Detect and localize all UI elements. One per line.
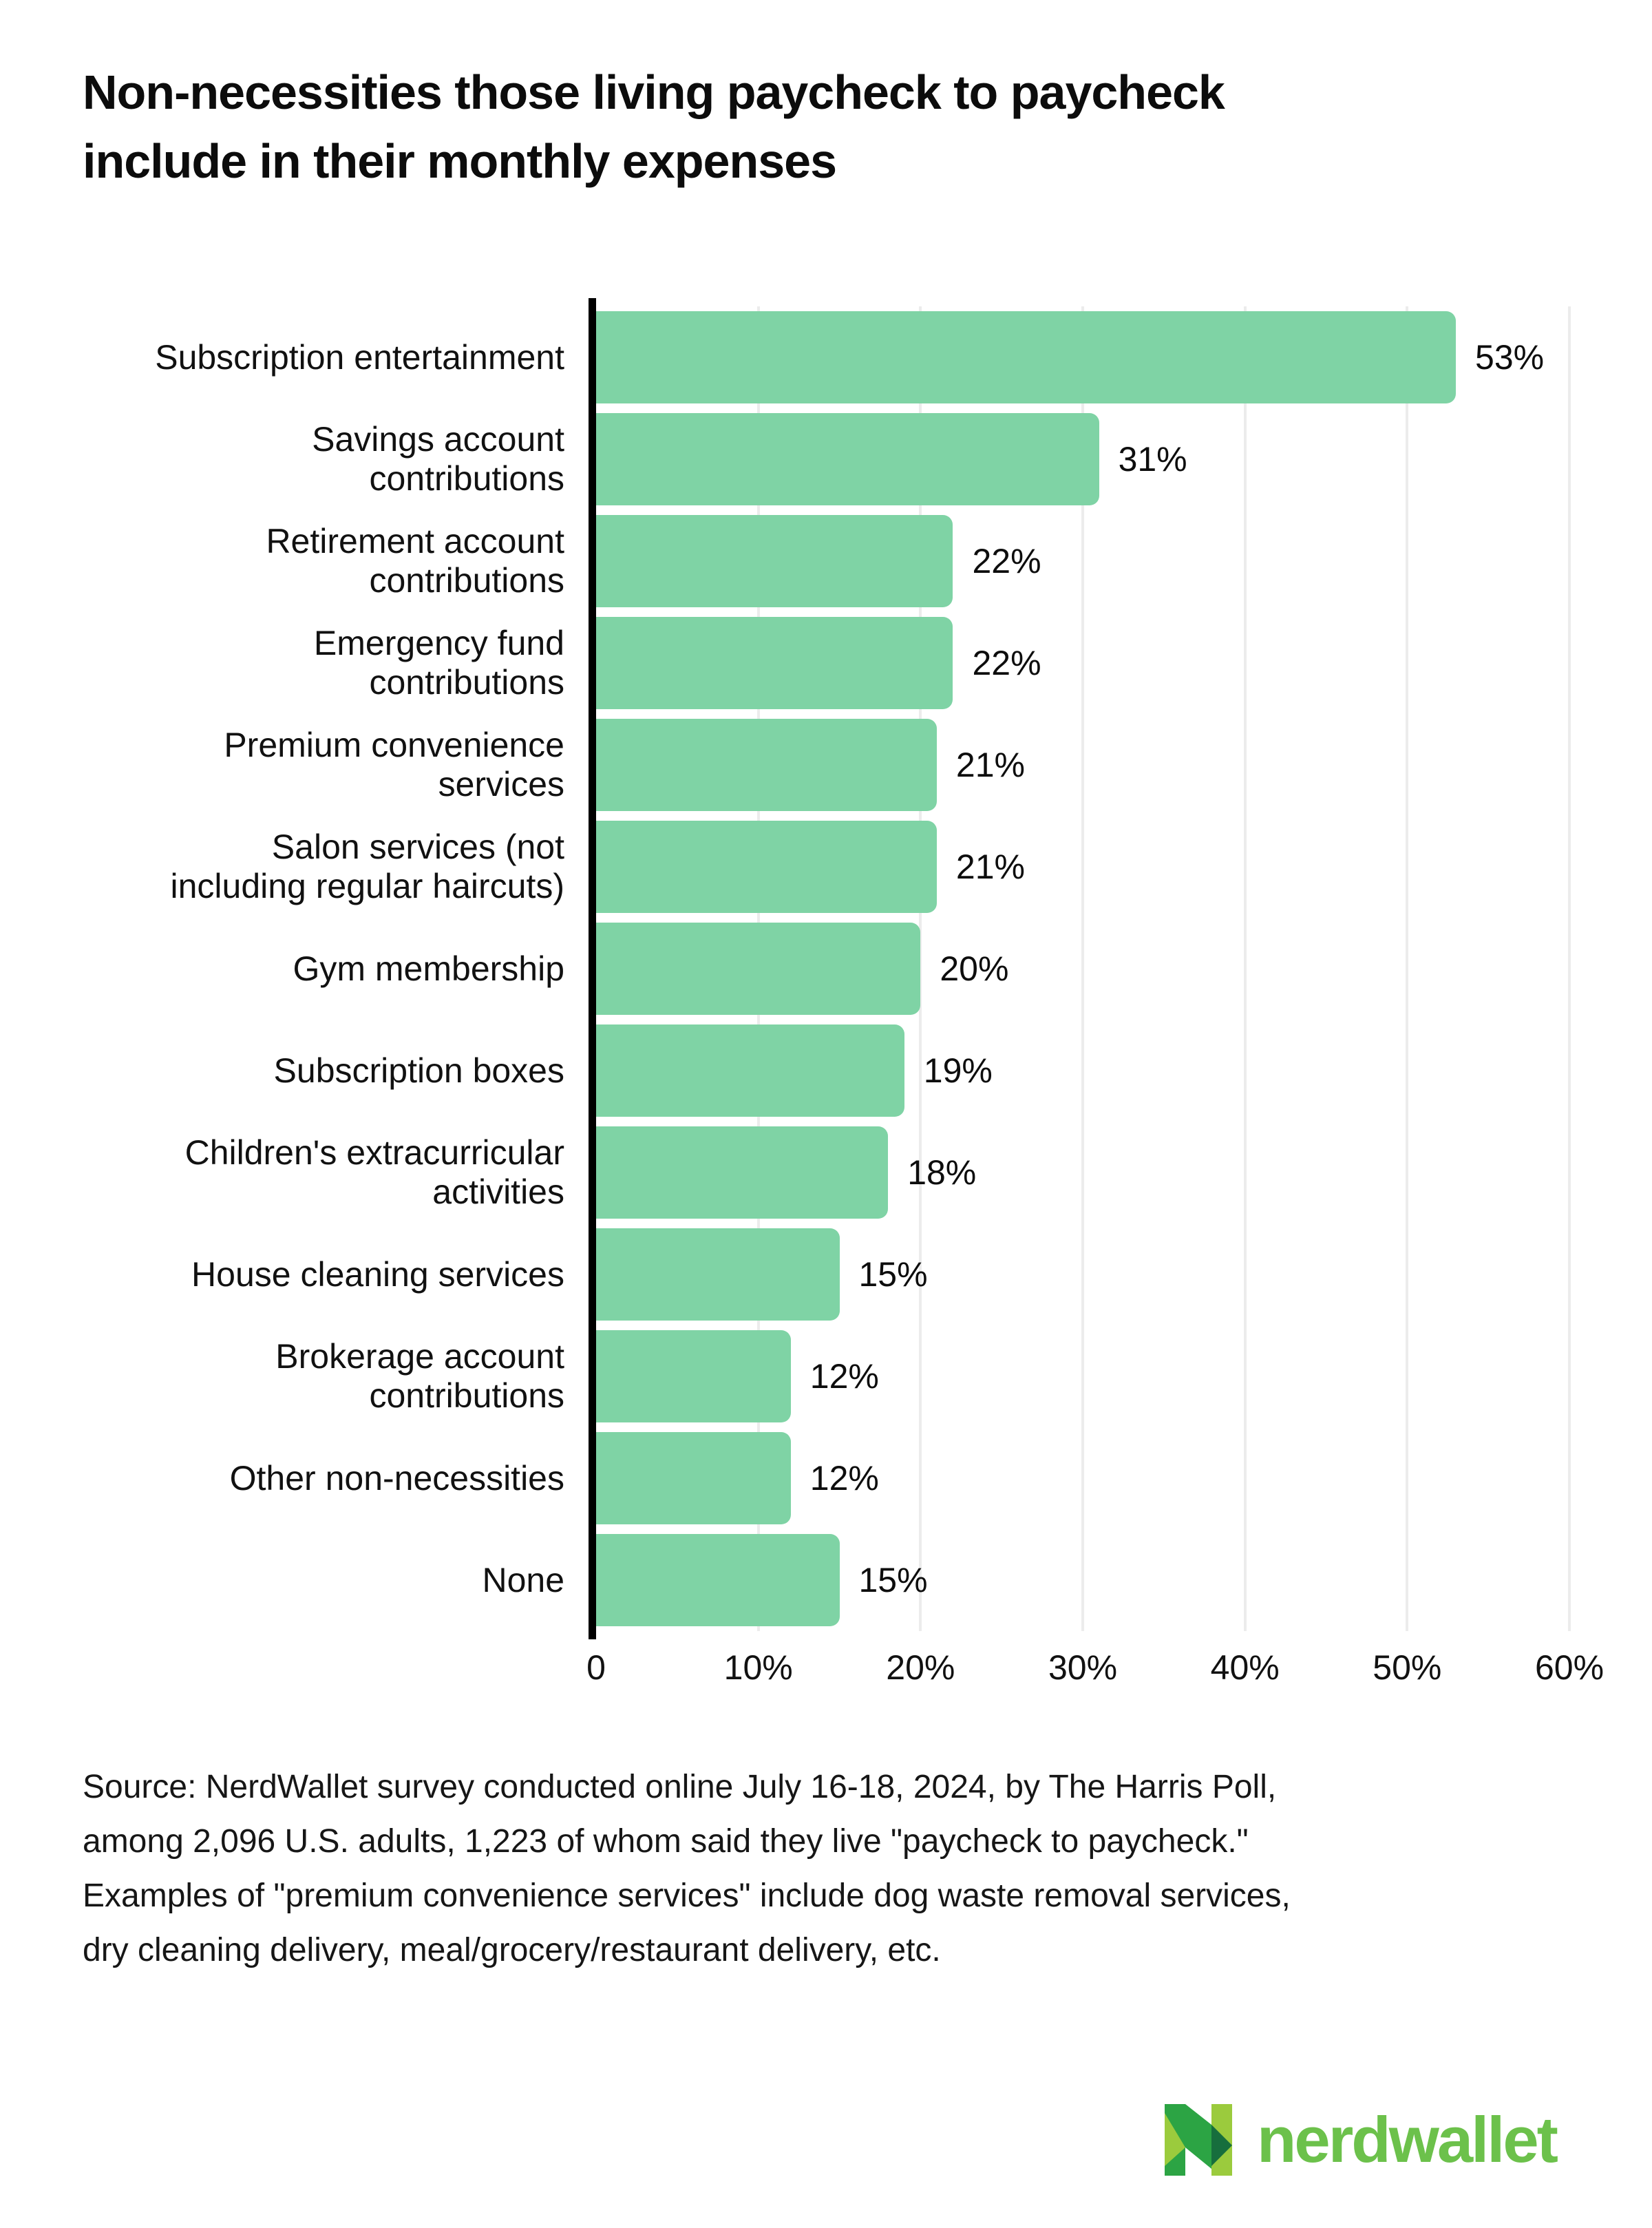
page-title-line-2: include in their monthly expenses bbox=[83, 134, 837, 189]
chart-rows: Subscription entertainment 53% Savings a… bbox=[83, 298, 1571, 1639]
bar-row: Subscription boxes 19% bbox=[83, 1020, 1569, 1122]
bar-row: Premium convenience services 21% bbox=[83, 714, 1569, 816]
bar bbox=[596, 413, 1099, 505]
source-line: among 2,096 U.S. adults, 1,223 of whom s… bbox=[83, 1823, 1249, 1860]
x-tick-label: 20% bbox=[886, 1648, 955, 1687]
value-label: 19% bbox=[923, 1051, 993, 1090]
y-axis-line bbox=[589, 298, 596, 1639]
source-line: dry cleaning delivery, meal/grocery/rest… bbox=[83, 1932, 941, 1968]
bar-row: Gym membership 20% bbox=[83, 918, 1569, 1020]
category-label: Subscription boxes bbox=[273, 1051, 564, 1090]
bar bbox=[596, 719, 937, 811]
value-label: 12% bbox=[809, 1357, 879, 1396]
bar bbox=[596, 1330, 791, 1422]
page-title: Non-necessities those living paycheck to… bbox=[83, 58, 1569, 196]
x-tick-label: 10% bbox=[723, 1648, 793, 1687]
x-tick-label: 50% bbox=[1373, 1648, 1442, 1687]
x-tick-label: 40% bbox=[1210, 1648, 1280, 1687]
category-label: Other non-necessities bbox=[229, 1458, 564, 1497]
bar-chart: Subscription entertainment 53% Savings a… bbox=[83, 298, 1604, 1689]
bar bbox=[596, 1432, 791, 1524]
value-label: 53% bbox=[1475, 338, 1545, 377]
bar-row: Emergency fund contributions 22% bbox=[83, 612, 1569, 714]
bar bbox=[596, 1024, 904, 1117]
nerdwallet-logo-icon bbox=[1165, 2104, 1232, 2176]
source-line: Source: NerdWallet survey conducted onli… bbox=[83, 1769, 1277, 1805]
x-tick-label: 60% bbox=[1534, 1648, 1605, 1687]
bar bbox=[596, 515, 953, 607]
x-tick-label: 30% bbox=[1048, 1648, 1118, 1687]
category-label: Gym membership bbox=[293, 949, 564, 988]
category-label: Emergency fund contributions bbox=[313, 624, 564, 702]
bar-row: Retirement account contributions 22% bbox=[83, 510, 1569, 612]
bar-row: Other non-necessities 12% bbox=[83, 1427, 1569, 1529]
value-label: 22% bbox=[972, 542, 1041, 580]
value-label: 15% bbox=[858, 1255, 928, 1294]
value-label: 18% bbox=[907, 1153, 977, 1192]
category-label: Subscription entertainment bbox=[155, 337, 564, 377]
category-label: Brokerage account contributions bbox=[275, 1337, 564, 1415]
value-label: 21% bbox=[955, 746, 1025, 784]
bar bbox=[596, 821, 937, 913]
category-label: House cleaning services bbox=[191, 1254, 564, 1294]
page-title-line-1: Non-necessities those living paycheck to… bbox=[83, 65, 1225, 119]
bar bbox=[596, 311, 1457, 403]
bar-row: House cleaning services 15% bbox=[83, 1223, 1569, 1325]
category-label: Children's extracurricular activities bbox=[184, 1133, 564, 1211]
category-label: Savings account contributions bbox=[312, 420, 564, 498]
bar-row: None 15% bbox=[83, 1529, 1569, 1631]
x-axis: 0 10% 20% 30% 40% 50% 60% bbox=[83, 1638, 1604, 1689]
value-label: 15% bbox=[858, 1561, 928, 1599]
nerdwallet-logo: nerdwallet bbox=[1165, 2103, 1558, 2176]
value-label: 21% bbox=[955, 848, 1025, 886]
bar-row: Subscription entertainment 53% bbox=[83, 306, 1569, 408]
bar-row: Brokerage account contributions 12% bbox=[83, 1325, 1569, 1427]
bar bbox=[596, 617, 953, 709]
source-note: Source: NerdWallet survey conducted onli… bbox=[83, 1760, 1569, 1977]
value-label: 31% bbox=[1118, 440, 1187, 479]
bar bbox=[596, 923, 921, 1015]
category-label: None bbox=[482, 1560, 564, 1599]
bar bbox=[596, 1534, 840, 1626]
bar bbox=[596, 1228, 840, 1321]
bar bbox=[596, 1126, 889, 1219]
category-label: Premium convenience services bbox=[224, 726, 564, 803]
bar-row: Salon services (not including regular ha… bbox=[83, 816, 1569, 918]
value-label: 12% bbox=[809, 1459, 879, 1497]
source-line: Examples of "premium convenience service… bbox=[83, 1878, 1291, 1914]
bar-row: Children's extracurricular activities 18… bbox=[83, 1122, 1569, 1223]
nerdwallet-wordmark: nerdwallet bbox=[1257, 2103, 1558, 2176]
value-label: 20% bbox=[940, 949, 1009, 988]
x-tick-label: 0 bbox=[586, 1648, 606, 1687]
category-label: Salon services (not including regular ha… bbox=[170, 828, 564, 905]
value-label: 22% bbox=[972, 644, 1041, 682]
category-label: Retirement account contributions bbox=[266, 522, 564, 600]
bar-row: Savings account contributions 31% bbox=[83, 408, 1569, 510]
